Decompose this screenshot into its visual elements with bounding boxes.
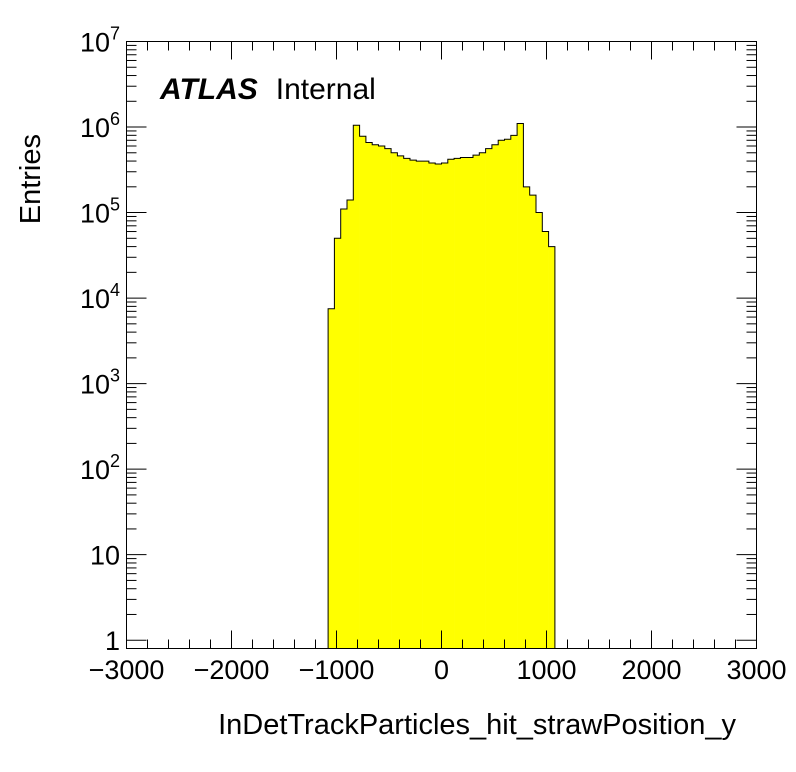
- atlas-label-bold: ATLAS: [159, 73, 258, 106]
- y-axis-ticks: [126, 41, 757, 641]
- histogram-bar: [391, 152, 398, 649]
- histogram-bar: [416, 161, 423, 649]
- histogram-bar: [447, 159, 455, 649]
- histogram-bar: [523, 186, 530, 649]
- x-axis-tick-labels: −3000 −2000 −1000 0 1000 2000 3000: [89, 655, 787, 685]
- y-tick-label: 10: [90, 541, 120, 571]
- histogram-bar: [378, 146, 386, 649]
- histogram-bar: [473, 155, 480, 649]
- x-tick-label: 2000: [621, 655, 681, 685]
- x-tick-label: 1000: [516, 655, 576, 685]
- histogram-bars: [328, 123, 556, 649]
- histogram-bar: [328, 308, 335, 649]
- histogram-bar: [372, 144, 379, 649]
- y-tick-label: 107: [80, 24, 120, 58]
- histogram-bar: [435, 163, 442, 649]
- y-tick-label: 106: [80, 109, 120, 143]
- y-tick-label: 105: [80, 195, 120, 229]
- histogram-bar: [359, 136, 367, 649]
- x-axis-ticks: [126, 41, 757, 649]
- histogram-bar: [454, 158, 461, 649]
- histogram-bar: [334, 238, 341, 649]
- atlas-label-normal: Internal: [276, 73, 376, 106]
- y-tick-label: 104: [80, 280, 120, 314]
- histogram-bar: [384, 148, 392, 649]
- histogram-bar: [410, 160, 417, 649]
- histogram-bar: [504, 139, 512, 649]
- histogram-bar: [536, 212, 543, 649]
- x-tick-label: 0: [434, 655, 449, 685]
- histogram-bar: [466, 157, 474, 649]
- histogram-bar: [460, 157, 467, 649]
- histogram-bar: [441, 162, 449, 649]
- histogram-bar: [347, 200, 354, 649]
- histogram-outline: [327, 122, 556, 649]
- histogram-bar: [403, 158, 411, 649]
- x-tick-label: 3000: [726, 655, 786, 685]
- histogram-bar: [479, 152, 486, 649]
- histogram-bar: [353, 125, 360, 649]
- histogram-bar: [542, 231, 549, 649]
- x-axis-label: InDetTrackParticles_hit_strawPosition_y: [218, 709, 736, 741]
- histogram-bar: [548, 246, 556, 649]
- histogram-bar: [485, 148, 493, 649]
- y-tick-label: 102: [80, 451, 120, 485]
- y-axis-tick-labels: 1 10 102 103 104 105 106 107: [80, 24, 120, 657]
- histogram-bar: [510, 135, 518, 649]
- y-axis-label: Entries: [15, 134, 47, 224]
- y-tick-label: 103: [80, 366, 120, 400]
- x-tick-label: −2000: [194, 655, 270, 685]
- histogram-bar: [491, 144, 499, 649]
- histogram-bar: [422, 161, 430, 649]
- histogram-bar: [517, 123, 524, 649]
- histogram-bar: [529, 195, 537, 649]
- histogram-bar: [397, 155, 404, 649]
- atlas-label: ATLAS Internal: [159, 73, 376, 106]
- x-tick-label: −3000: [89, 655, 165, 685]
- x-tick-label: −1000: [299, 655, 375, 685]
- y-tick-label: 1: [105, 626, 120, 656]
- histogram-bar: [428, 162, 436, 649]
- histogram-bar: [340, 209, 348, 649]
- histogram-bar: [365, 142, 373, 649]
- histogram-bar: [498, 140, 505, 649]
